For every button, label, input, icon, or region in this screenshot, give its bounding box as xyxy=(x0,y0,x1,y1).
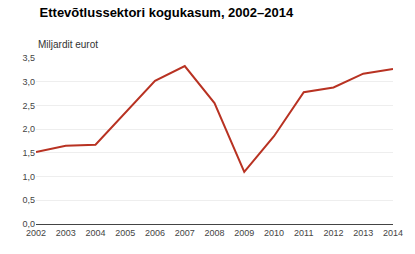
svg-text:3,5: 3,5 xyxy=(22,53,35,63)
svg-text:Ettevõtlussektori kogukasum, 2: Ettevõtlussektori kogukasum, 2002–2014 xyxy=(40,5,294,20)
svg-text:Miljardit eurot: Miljardit eurot xyxy=(38,39,98,50)
svg-text:2005: 2005 xyxy=(115,228,135,238)
svg-text:1,5: 1,5 xyxy=(22,148,35,158)
svg-text:2007: 2007 xyxy=(175,228,195,238)
svg-text:2,0: 2,0 xyxy=(22,124,35,134)
svg-text:2004: 2004 xyxy=(85,228,105,238)
svg-text:2009: 2009 xyxy=(234,228,254,238)
svg-text:2,5: 2,5 xyxy=(22,101,35,111)
svg-text:2012: 2012 xyxy=(323,228,343,238)
svg-text:2008: 2008 xyxy=(204,228,224,238)
svg-text:2002: 2002 xyxy=(26,228,46,238)
svg-text:2003: 2003 xyxy=(56,228,76,238)
svg-text:1,0: 1,0 xyxy=(22,172,35,182)
svg-text:2011: 2011 xyxy=(294,228,313,238)
svg-text:3,0: 3,0 xyxy=(22,77,35,87)
svg-text:0,0: 0,0 xyxy=(22,219,35,229)
svg-text:2010: 2010 xyxy=(264,228,284,238)
svg-text:2014: 2014 xyxy=(383,228,403,238)
svg-text:0,5: 0,5 xyxy=(22,195,35,205)
svg-text:2013: 2013 xyxy=(353,228,373,238)
svg-text:2006: 2006 xyxy=(145,228,165,238)
